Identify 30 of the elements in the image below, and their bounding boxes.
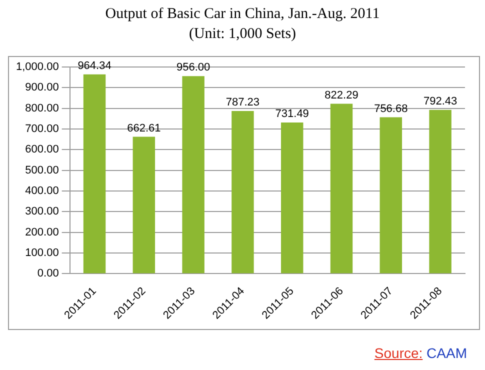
- data-label: 964.34: [78, 60, 112, 72]
- chart-title: Output of Basic Car in China, Jan.-Aug. 2011: [104, 5, 381, 24]
- data-label: 956.00: [176, 62, 210, 74]
- y-tick-label: 0.00: [37, 268, 59, 280]
- y-tick-label: 100.00: [25, 247, 59, 260]
- y-tick-label: 900.00: [25, 82, 59, 94]
- y-tick-label: 500.00: [25, 164, 59, 176]
- bar: [132, 136, 156, 274]
- bar: [380, 117, 402, 274]
- data-label: 792.43: [423, 95, 458, 108]
- y-tick-label: 1,000.00: [16, 61, 59, 74]
- y-tick-label: 800.00: [25, 102, 59, 114]
- y-tick-label: 400.00: [25, 185, 59, 198]
- data-label: 662.61: [127, 122, 161, 134]
- y-tick-label: 600.00: [25, 144, 59, 156]
- data-label: 787.23: [226, 96, 260, 109]
- bar: [232, 110, 254, 274]
- y-tick-label: 200.00: [25, 226, 59, 238]
- data-label: 756.68: [374, 102, 408, 115]
- bar: [280, 122, 304, 274]
- bar: [83, 74, 106, 274]
- bar: [182, 76, 204, 274]
- y-tick-label: 700.00: [25, 123, 59, 136]
- y-tick-label: 300.00: [25, 206, 59, 218]
- data-label: 731.49: [275, 108, 309, 120]
- bar: [429, 110, 452, 274]
- bar: [330, 104, 353, 274]
- chart-subtitle: (Unit: 1,000 Sets): [188, 25, 298, 44]
- data-label: 822.29: [324, 89, 358, 102]
- source-note: Source: CAAM: [374, 345, 467, 361]
